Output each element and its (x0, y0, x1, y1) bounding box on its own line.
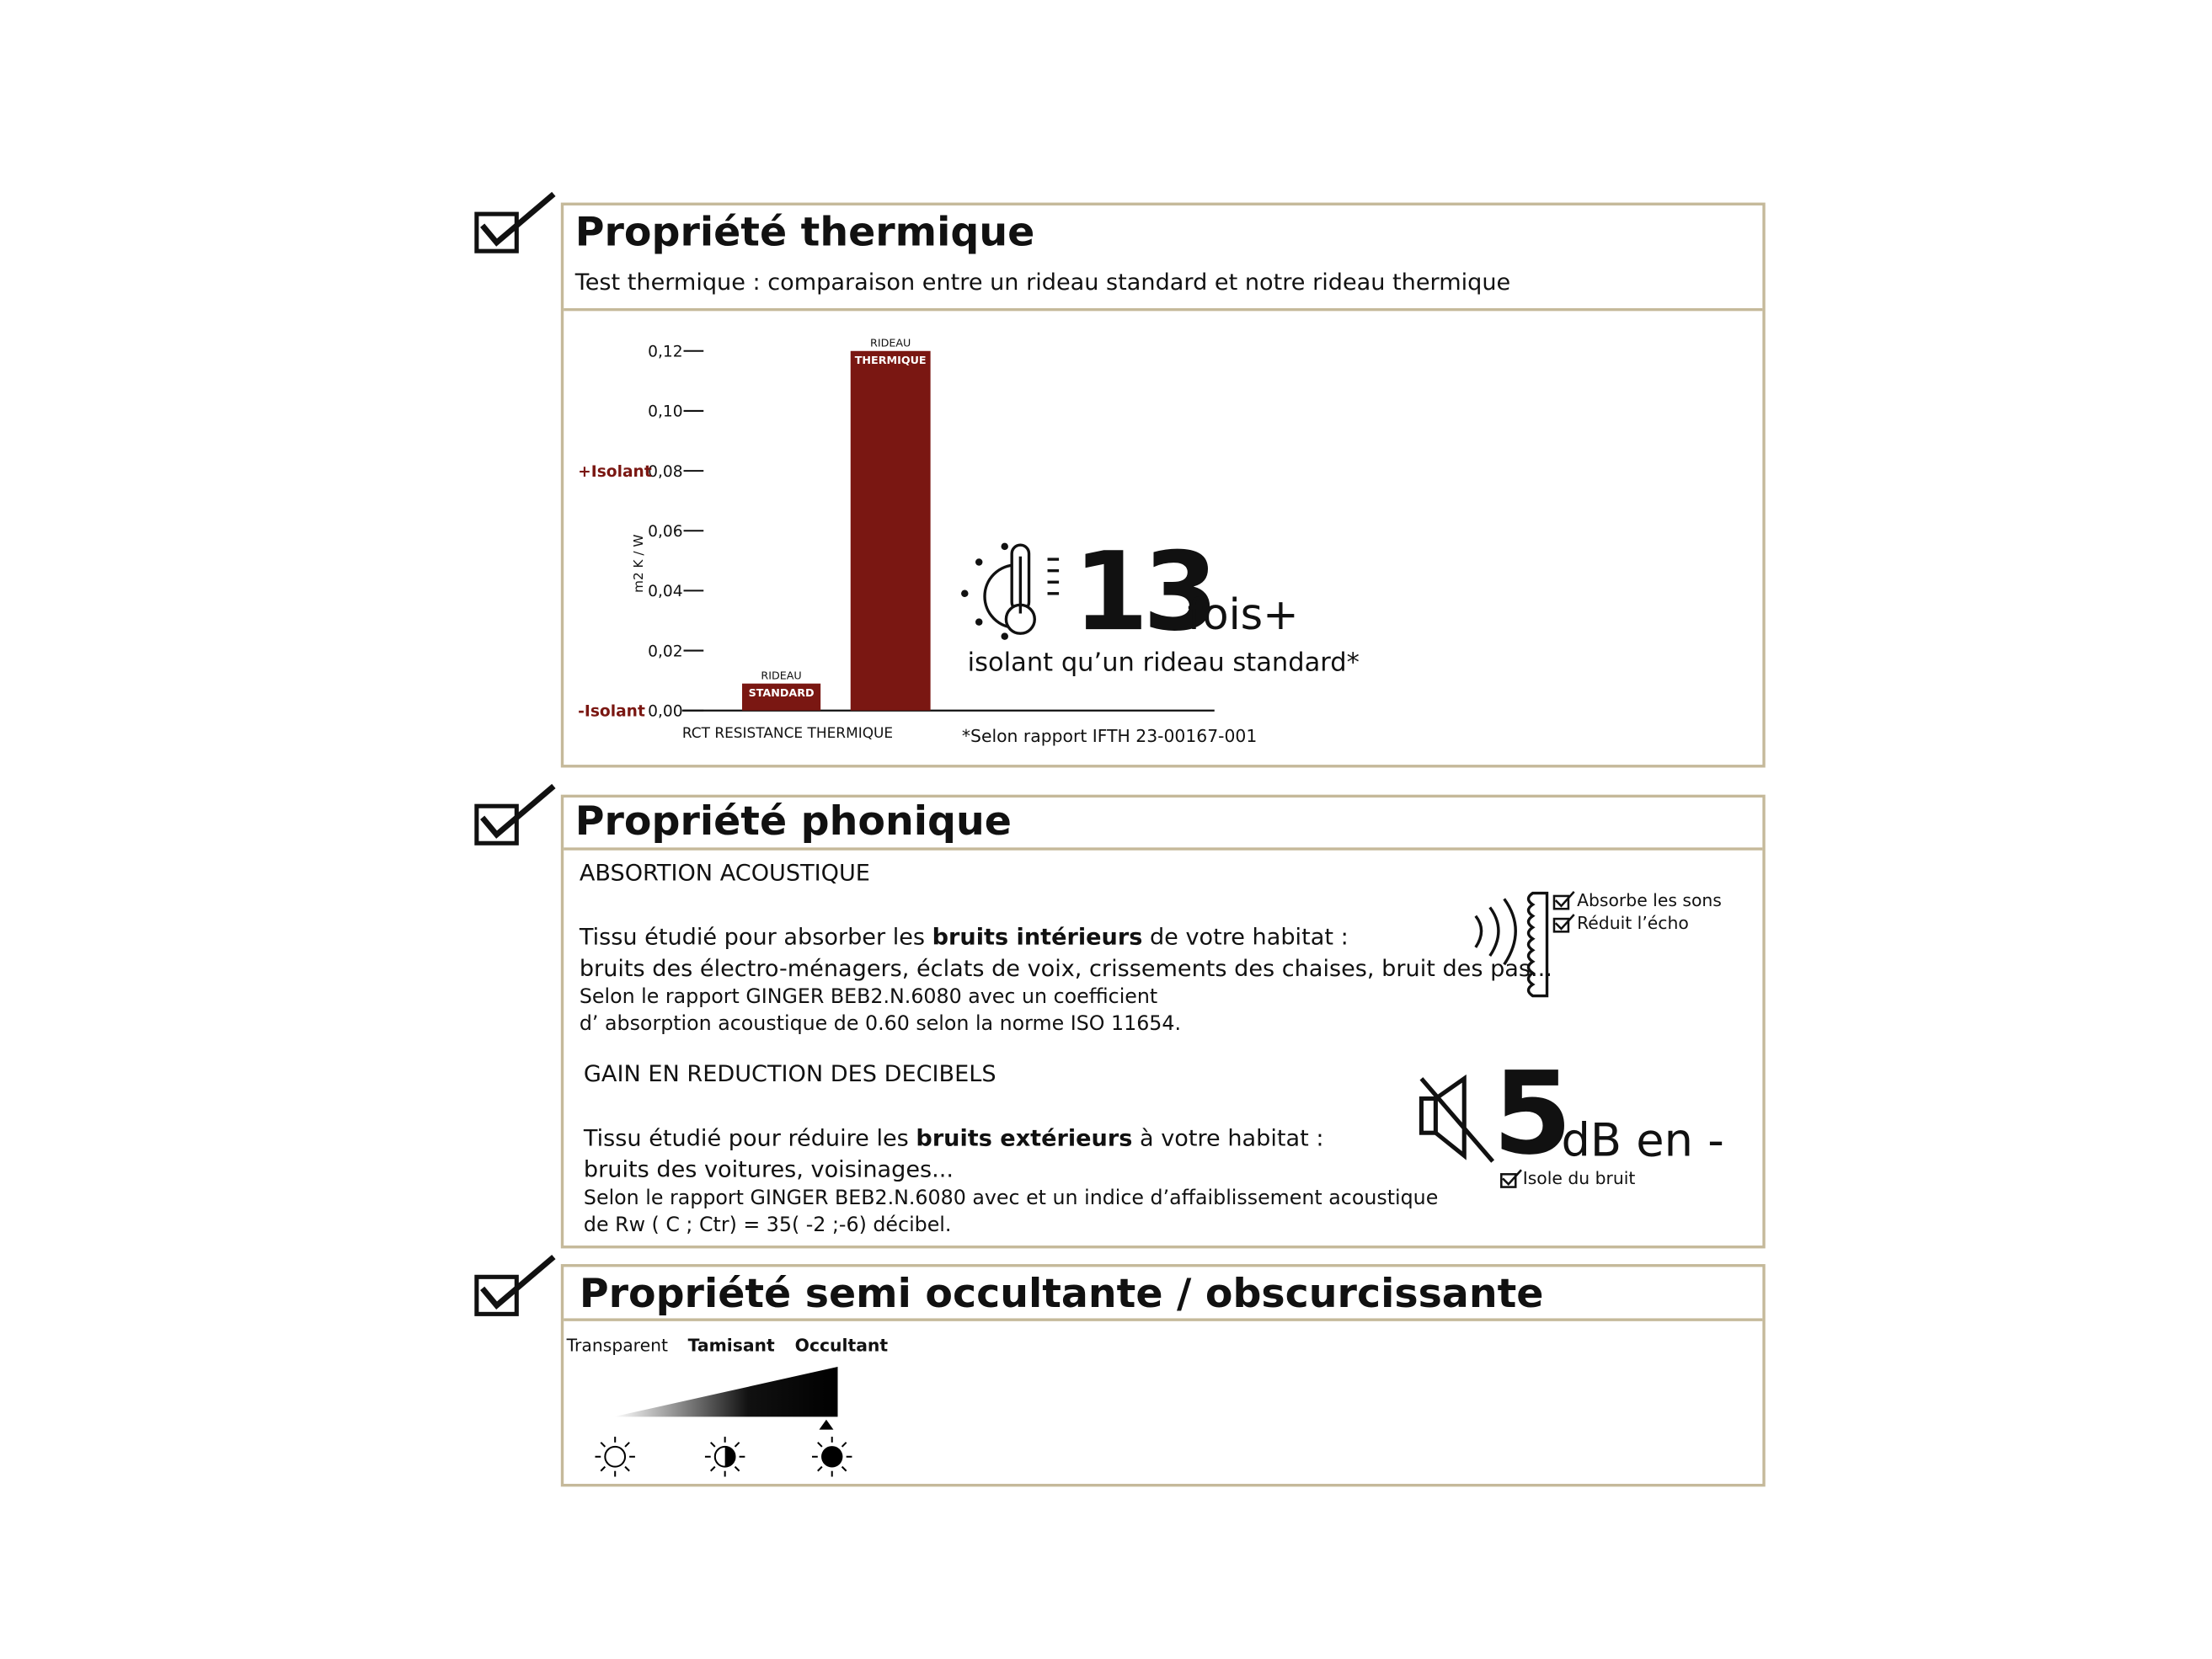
check-label: Réduit l’écho (1577, 913, 1689, 934)
text: Tissu étudié pour absorber les (579, 923, 932, 951)
section-title: Propriété semi occultante / obscurcissan… (579, 1269, 1544, 1317)
opacity-scale (595, 1367, 852, 1477)
y-tick-label: 0,02 (648, 643, 682, 660)
bar-label-bottom: THERMIQUE (855, 354, 927, 366)
level-tamisant: Tamisant (687, 1335, 775, 1356)
text: à votre habitat : (1132, 1124, 1324, 1152)
checkbox-checked-icon (474, 1255, 556, 1316)
section-subtitle: Test thermique : comparaison entre un ri… (574, 268, 1511, 296)
bar-label-top: RIDEAU (870, 337, 911, 349)
decibel-big-number: 5 (1493, 1047, 1573, 1181)
reduction-line3: Selon le rapport GINGER BEB2.N.6080 avec… (583, 1187, 1439, 1210)
text: de votre habitat : (1142, 923, 1349, 951)
absorption-line3: Selon le rapport GINGER BEB2.N.6080 avec… (579, 985, 1158, 1009)
y-tick-label: 0,08 (648, 463, 682, 481)
sound-absorbing-wall-icon (1474, 891, 1549, 998)
thermal-big-suffix: fois+ (1187, 590, 1299, 641)
bar-thermique (850, 350, 931, 711)
y-tick-label: 0,10 (648, 403, 682, 421)
reduction-line4: de Rw ( C ; Ctr) = 35( -2 ;-6) décibel. (583, 1214, 952, 1237)
level-transparent: Transparent (566, 1335, 668, 1356)
sun-half-icon (704, 1437, 745, 1477)
absorption-line2: bruits des électro-ménagers, éclats de v… (579, 954, 1552, 982)
y-tick-label: 0,00 (648, 702, 682, 720)
reduction-heading: GAIN EN REDUCTION DES DECIBELS (583, 1059, 996, 1087)
y-tick-label: 0,12 (648, 344, 682, 361)
section-title: Propriété phonique (574, 797, 1012, 845)
bar-standard (741, 683, 821, 711)
checkbox-checked-icon (474, 783, 556, 846)
absorption-line1: Tissu étudié pour absorber les bruits in… (580, 923, 1349, 950)
thermal-section: Propriété thermique Test thermique : com… (560, 202, 1766, 768)
level-occultant: Occultant (794, 1335, 889, 1356)
thermal-big-number: 13 (1073, 527, 1218, 655)
bar-label-top: RIDEAU (761, 669, 801, 682)
x-axis-label: RCT RESISTANCE THERMIQUE (681, 726, 894, 742)
bold-text: bruits intérieurs (932, 923, 1143, 951)
sun-full-icon (811, 1437, 852, 1477)
phonic-section: Propriété phonique ABSORTION ACOUSTIQUE … (560, 794, 1766, 1249)
check-label: Absorbe les sons (1577, 890, 1722, 910)
thermal-footnote: *Selon rapport IFTH 23-00167-001 (961, 726, 1258, 747)
divider (564, 847, 1763, 851)
checkbox-checked-icon (1500, 1169, 1522, 1188)
selected-marker-icon (819, 1419, 834, 1430)
check-label: Isole du bruit (1522, 1168, 1636, 1189)
opacity-section: Propriété semi occultante / obscurcissan… (560, 1264, 1766, 1487)
bold-text: bruits extérieurs (916, 1124, 1133, 1152)
divider (564, 1318, 1763, 1321)
speaker-muted-icon (1419, 1074, 1495, 1163)
absorption-line4: d’ absorption acoustique de 0.60 selon l… (579, 1012, 1182, 1036)
divider (564, 307, 1763, 312)
bar-label-bottom: STANDARD (749, 686, 815, 699)
decibel-suffix: dB en - (1561, 1112, 1724, 1167)
opacity-gradient-wedge (613, 1367, 838, 1417)
checkbox-checked-icon (1552, 914, 1575, 933)
section-title: Propriété thermique (574, 208, 1035, 256)
reduction-line1: Tissu étudié pour réduire les bruits ext… (584, 1124, 1324, 1151)
y-tick-label: 0,04 (648, 583, 682, 600)
annotation-high: +Isolant (578, 461, 652, 481)
reduction-line2: bruits des voitures, voisinages... (583, 1155, 954, 1183)
checkbox-checked-icon (1552, 891, 1575, 910)
y-axis-label: m2 K / W (633, 534, 648, 593)
y-tick-label: 0,06 (648, 523, 682, 541)
checkbox-checked-icon (474, 191, 556, 253)
text: Tissu étudié pour réduire les (583, 1124, 916, 1152)
thermal-caption: isolant qu’un rideau standard* (967, 648, 1360, 678)
sun-empty-icon (595, 1437, 635, 1477)
annotation-low: -Isolant (578, 701, 645, 721)
absorption-heading: ABSORTION ACOUSTIQUE (579, 858, 870, 887)
sun-thermometer-icon (961, 542, 1060, 640)
